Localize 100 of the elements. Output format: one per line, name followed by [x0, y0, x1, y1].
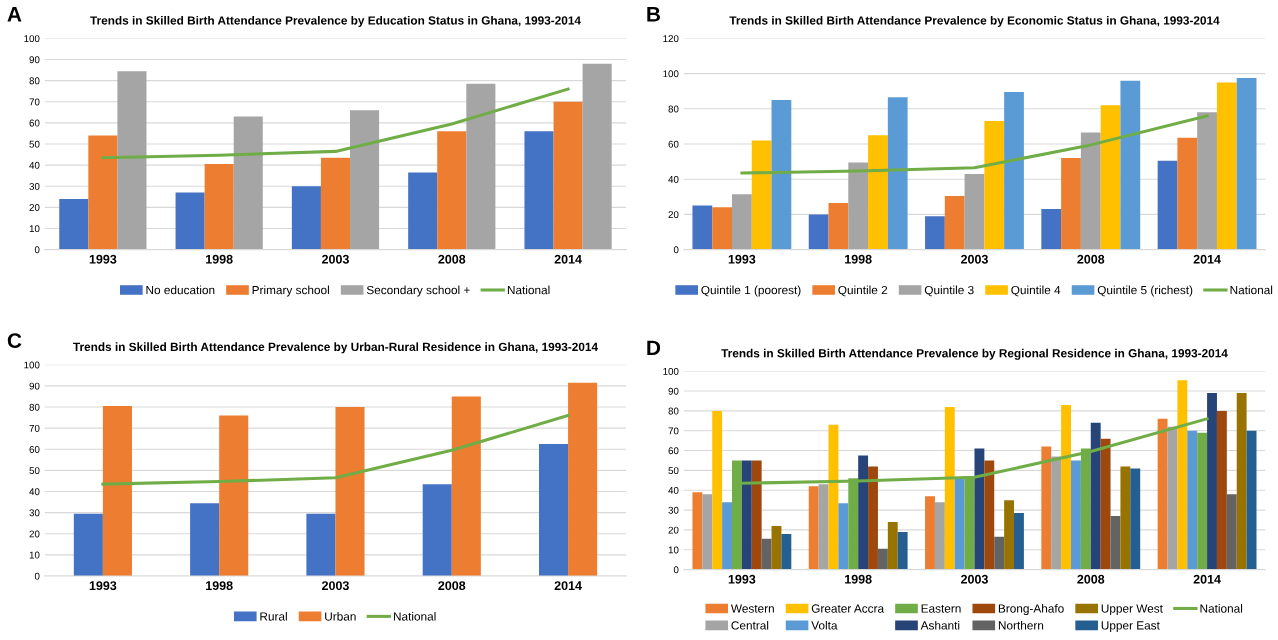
bar — [568, 382, 598, 576]
legend-label: No education — [146, 285, 215, 295]
bar — [954, 478, 965, 570]
legend-label: Brong-Ahafo — [998, 604, 1064, 616]
bar — [808, 486, 819, 570]
bar — [741, 460, 752, 570]
bar — [1177, 380, 1188, 570]
x-tick-label: 1993 — [728, 254, 756, 264]
y-tick-label: 120 — [663, 35, 679, 43]
chart-title: Trends in Skilled Birth Attendance Prevalence by Economic Status in Ghana, 1993-2014 — [729, 15, 1220, 27]
chart-title: Trends in Skilled Birth Attendance Prevalence by Regional Residence in Ghana, 1993-2014 — [721, 348, 1228, 360]
bar — [1004, 500, 1015, 570]
bar — [974, 448, 985, 570]
y-tick-label: 70 — [668, 427, 679, 435]
y-tick-label: 40 — [668, 175, 679, 183]
bar — [934, 502, 945, 570]
legend-label: Quintile 2 — [838, 285, 888, 297]
bar — [320, 157, 351, 250]
bar — [175, 192, 205, 250]
x-tick-label: 2008 — [438, 254, 466, 264]
chart-title: Trends in Skilled Birth Attendance Prevalence by Education Status in Ghana, 1993-2014 — [90, 15, 581, 27]
y-tick-label: 20 — [29, 204, 40, 211]
legend-label: Central — [731, 620, 769, 630]
y-tick-label: 10 — [29, 551, 40, 559]
bar — [1004, 92, 1024, 250]
legend-label: Western — [730, 604, 774, 613]
x-tick-label: 2014 — [554, 254, 582, 264]
bar — [984, 121, 1005, 250]
bar — [1120, 466, 1131, 570]
bar — [437, 131, 467, 250]
bar — [117, 71, 147, 250]
bar — [1100, 105, 1121, 250]
y-tick-label: 0 — [34, 572, 40, 580]
text: B — [647, 7, 661, 22]
bar — [868, 466, 878, 570]
bar — [1061, 158, 1081, 250]
text: D — [647, 340, 661, 355]
x-tick-label: 2008 — [1077, 574, 1105, 584]
legend-label: Urban — [325, 611, 356, 621]
bar — [925, 216, 945, 250]
legend-label: Rural — [260, 611, 287, 621]
y-tick-label: 50 — [29, 467, 40, 475]
y-tick-label: 30 — [29, 182, 40, 190]
legend-label: Quintile 1 (poorest) — [701, 285, 801, 297]
bar — [692, 492, 703, 570]
bar — [731, 194, 752, 250]
legend-label: Quintile 5 (richest) — [1097, 285, 1193, 297]
y-tick-label: 10 — [668, 546, 679, 554]
y-tick-label: 70 — [29, 98, 40, 106]
text: A — [7, 7, 22, 22]
y-tick-label: 40 — [668, 486, 679, 494]
y-tick-label: 90 — [29, 382, 40, 390]
y-tick-label: 40 — [29, 161, 40, 169]
y-tick-label: 60 — [29, 446, 40, 453]
x-tick-label: 1998 — [206, 254, 233, 264]
x-tick-label: 1993 — [728, 574, 756, 584]
x-tick-label: 2008 — [438, 581, 466, 591]
bar — [1061, 404, 1071, 570]
y-tick-label: 30 — [29, 509, 40, 517]
bar — [350, 110, 380, 250]
bar — [1051, 456, 1062, 570]
bar — [1110, 516, 1121, 570]
x-tick-label: 2003 — [961, 254, 988, 264]
bar — [524, 131, 554, 250]
legend-label: Volta — [811, 620, 838, 630]
bar — [994, 536, 1005, 570]
bar — [408, 172, 438, 250]
legend-label: Northern — [998, 620, 1044, 630]
bar — [1090, 422, 1101, 570]
y-tick-label: 40 — [29, 488, 40, 496]
bar — [751, 140, 772, 250]
x-tick-label: 2014 — [554, 581, 582, 591]
y-tick-label: 20 — [668, 526, 679, 534]
bar — [553, 101, 583, 250]
bar — [1187, 430, 1198, 570]
y-tick-label: 0 — [34, 246, 40, 254]
y-tick-label: 20 — [668, 211, 679, 219]
bar — [838, 503, 849, 570]
x-tick-label: 2008 — [1077, 254, 1105, 264]
bar — [1157, 418, 1168, 570]
legend-label: Upper West — [1101, 604, 1163, 616]
bar — [291, 186, 321, 250]
legend-label: Quintile 4 — [1011, 285, 1061, 297]
bar — [1236, 393, 1247, 570]
x-tick-label: 1993 — [89, 254, 117, 264]
bar — [887, 97, 908, 250]
text: C — [7, 333, 22, 349]
bar — [944, 195, 965, 250]
bar — [781, 533, 792, 570]
y-tick-label: 80 — [668, 105, 679, 113]
bar — [59, 198, 89, 250]
bar — [1207, 393, 1217, 570]
bar — [1041, 446, 1052, 570]
bar — [877, 548, 888, 570]
bar — [858, 455, 869, 570]
bar — [944, 406, 955, 570]
bar — [233, 116, 263, 250]
bar — [1216, 410, 1227, 570]
y-tick-label: 100 — [663, 70, 679, 78]
bar — [1236, 78, 1257, 250]
